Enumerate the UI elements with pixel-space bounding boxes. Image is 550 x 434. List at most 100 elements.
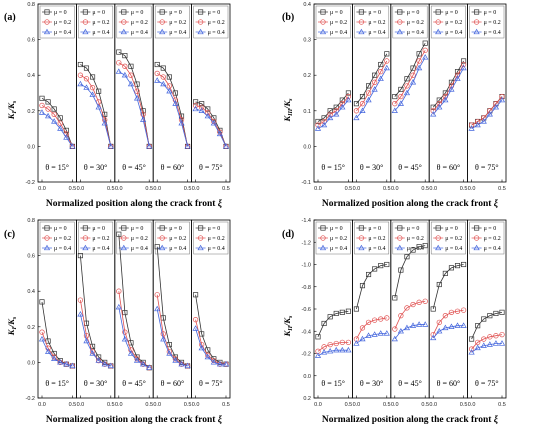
x-tick-label: 0.5 bbox=[421, 402, 429, 408]
y-axis-label: KIII/Ks bbox=[282, 98, 294, 123]
data-point bbox=[178, 360, 185, 367]
data-point bbox=[345, 308, 351, 314]
y-tick-label: -0.2 bbox=[26, 396, 35, 402]
series-line bbox=[41, 301, 73, 367]
data-point bbox=[198, 107, 205, 113]
legend-label: μ = 0.4 bbox=[208, 30, 225, 36]
legend-marker-circle bbox=[320, 235, 326, 241]
legend-label: μ = 0.2 bbox=[169, 20, 186, 26]
legend-marker-circle bbox=[435, 19, 441, 25]
theta-label: θ = 60° bbox=[437, 163, 461, 172]
legend-marker-circle bbox=[397, 235, 403, 241]
data-point bbox=[397, 327, 404, 334]
data-point bbox=[436, 327, 443, 334]
data-point bbox=[315, 334, 321, 340]
legend-label: μ = 0.4 bbox=[131, 30, 148, 36]
data-point bbox=[140, 360, 147, 367]
legend-marker-circle bbox=[82, 235, 89, 241]
data-point bbox=[436, 97, 442, 103]
x-axis-label: Normalized position along the crack fron… bbox=[322, 198, 499, 209]
x-tick-label: 0.5 bbox=[460, 402, 468, 408]
legend-label: μ = 0.2 bbox=[92, 20, 109, 26]
data-point bbox=[469, 336, 475, 342]
panel-label: (b) bbox=[282, 12, 294, 23]
legend-label: μ = 0.4 bbox=[445, 30, 462, 36]
data-point bbox=[409, 322, 417, 328]
x-axis-label: Normalized position along the crack fron… bbox=[46, 414, 223, 425]
data-point bbox=[481, 316, 487, 322]
series-line bbox=[317, 349, 349, 357]
series-line bbox=[317, 99, 349, 129]
data-point bbox=[63, 360, 70, 367]
y-tick-label: 0.0 bbox=[303, 144, 311, 150]
y-label-main: K bbox=[6, 328, 16, 336]
y-tick-label: 0.4 bbox=[303, 2, 311, 8]
legend-marker-triangle bbox=[43, 28, 51, 35]
y-tick-label: 0.2 bbox=[27, 109, 35, 115]
x-tick-label: 0.0 bbox=[38, 402, 46, 408]
data-point bbox=[430, 104, 436, 110]
panel-2: (b)KIII/Ks-0.10.00.10.20.30.4Normalized … bbox=[282, 2, 507, 209]
legend-marker-square bbox=[320, 225, 326, 231]
data-point bbox=[468, 122, 475, 128]
legend-marker-circle bbox=[44, 235, 50, 241]
data-point bbox=[339, 346, 346, 353]
data-point bbox=[422, 243, 428, 249]
x-tick-label: 0.0 bbox=[391, 186, 399, 192]
series-line bbox=[432, 325, 464, 339]
data-point bbox=[51, 106, 57, 112]
legend-box bbox=[116, 5, 152, 39]
data-point bbox=[422, 298, 428, 304]
data-point bbox=[384, 261, 390, 268]
data-point bbox=[487, 108, 493, 114]
data-point bbox=[371, 86, 378, 92]
data-point bbox=[378, 316, 384, 322]
legend: μ = 0 μ = 0.2 μ = 0.4 bbox=[78, 5, 114, 39]
x-label-text: Normalized position along the crack fron… bbox=[46, 415, 218, 425]
data-point bbox=[359, 283, 366, 289]
data-point bbox=[454, 75, 461, 81]
data-point bbox=[460, 61, 467, 68]
legend-marker-triangle bbox=[435, 28, 442, 35]
legend-label: μ = 0.4 bbox=[208, 246, 225, 252]
y-label-den: /K bbox=[282, 317, 292, 327]
legend-marker-triangle bbox=[319, 28, 327, 35]
legend-marker-triangle bbox=[82, 244, 89, 251]
data-point bbox=[371, 79, 378, 85]
data-point bbox=[403, 89, 411, 96]
data-point bbox=[45, 338, 51, 344]
data-point bbox=[77, 72, 84, 78]
data-point bbox=[51, 355, 58, 361]
x-axis-label: Normalized position along the crack fron… bbox=[46, 198, 223, 209]
data-point bbox=[481, 115, 487, 121]
data-point bbox=[77, 61, 83, 68]
legend-marker-circle bbox=[44, 19, 50, 25]
data-point bbox=[115, 68, 122, 74]
x-tick-label: 0.5 bbox=[222, 402, 230, 408]
data-point bbox=[392, 101, 398, 107]
legend-label: μ = 0 bbox=[92, 226, 105, 232]
data-point bbox=[442, 313, 449, 319]
legend-label: μ = 0.2 bbox=[445, 20, 462, 26]
data-point bbox=[77, 80, 84, 87]
data-point bbox=[89, 350, 96, 356]
legend-label: μ = 0.2 bbox=[445, 236, 462, 242]
series-line bbox=[432, 264, 464, 310]
data-point bbox=[128, 347, 134, 353]
data-point bbox=[116, 231, 122, 237]
data-point bbox=[430, 331, 436, 338]
data-point bbox=[383, 330, 390, 336]
data-point bbox=[498, 340, 506, 346]
theta-label: θ = 75° bbox=[475, 163, 499, 172]
x-tick-label: 0.5 bbox=[421, 186, 429, 192]
y-label-den: /K bbox=[6, 318, 16, 328]
y-axis-label: KI/Ks bbox=[6, 316, 18, 336]
legend-marker-circle bbox=[473, 19, 480, 25]
x-tick-label: 0.0 bbox=[192, 402, 200, 408]
data-point bbox=[416, 321, 423, 327]
data-point bbox=[101, 119, 108, 126]
y-tick-label: 0.2 bbox=[303, 396, 311, 402]
y-label-den-sub: s bbox=[288, 98, 294, 102]
x-tick-label: 0.5 bbox=[184, 402, 192, 408]
series-line bbox=[156, 308, 188, 367]
